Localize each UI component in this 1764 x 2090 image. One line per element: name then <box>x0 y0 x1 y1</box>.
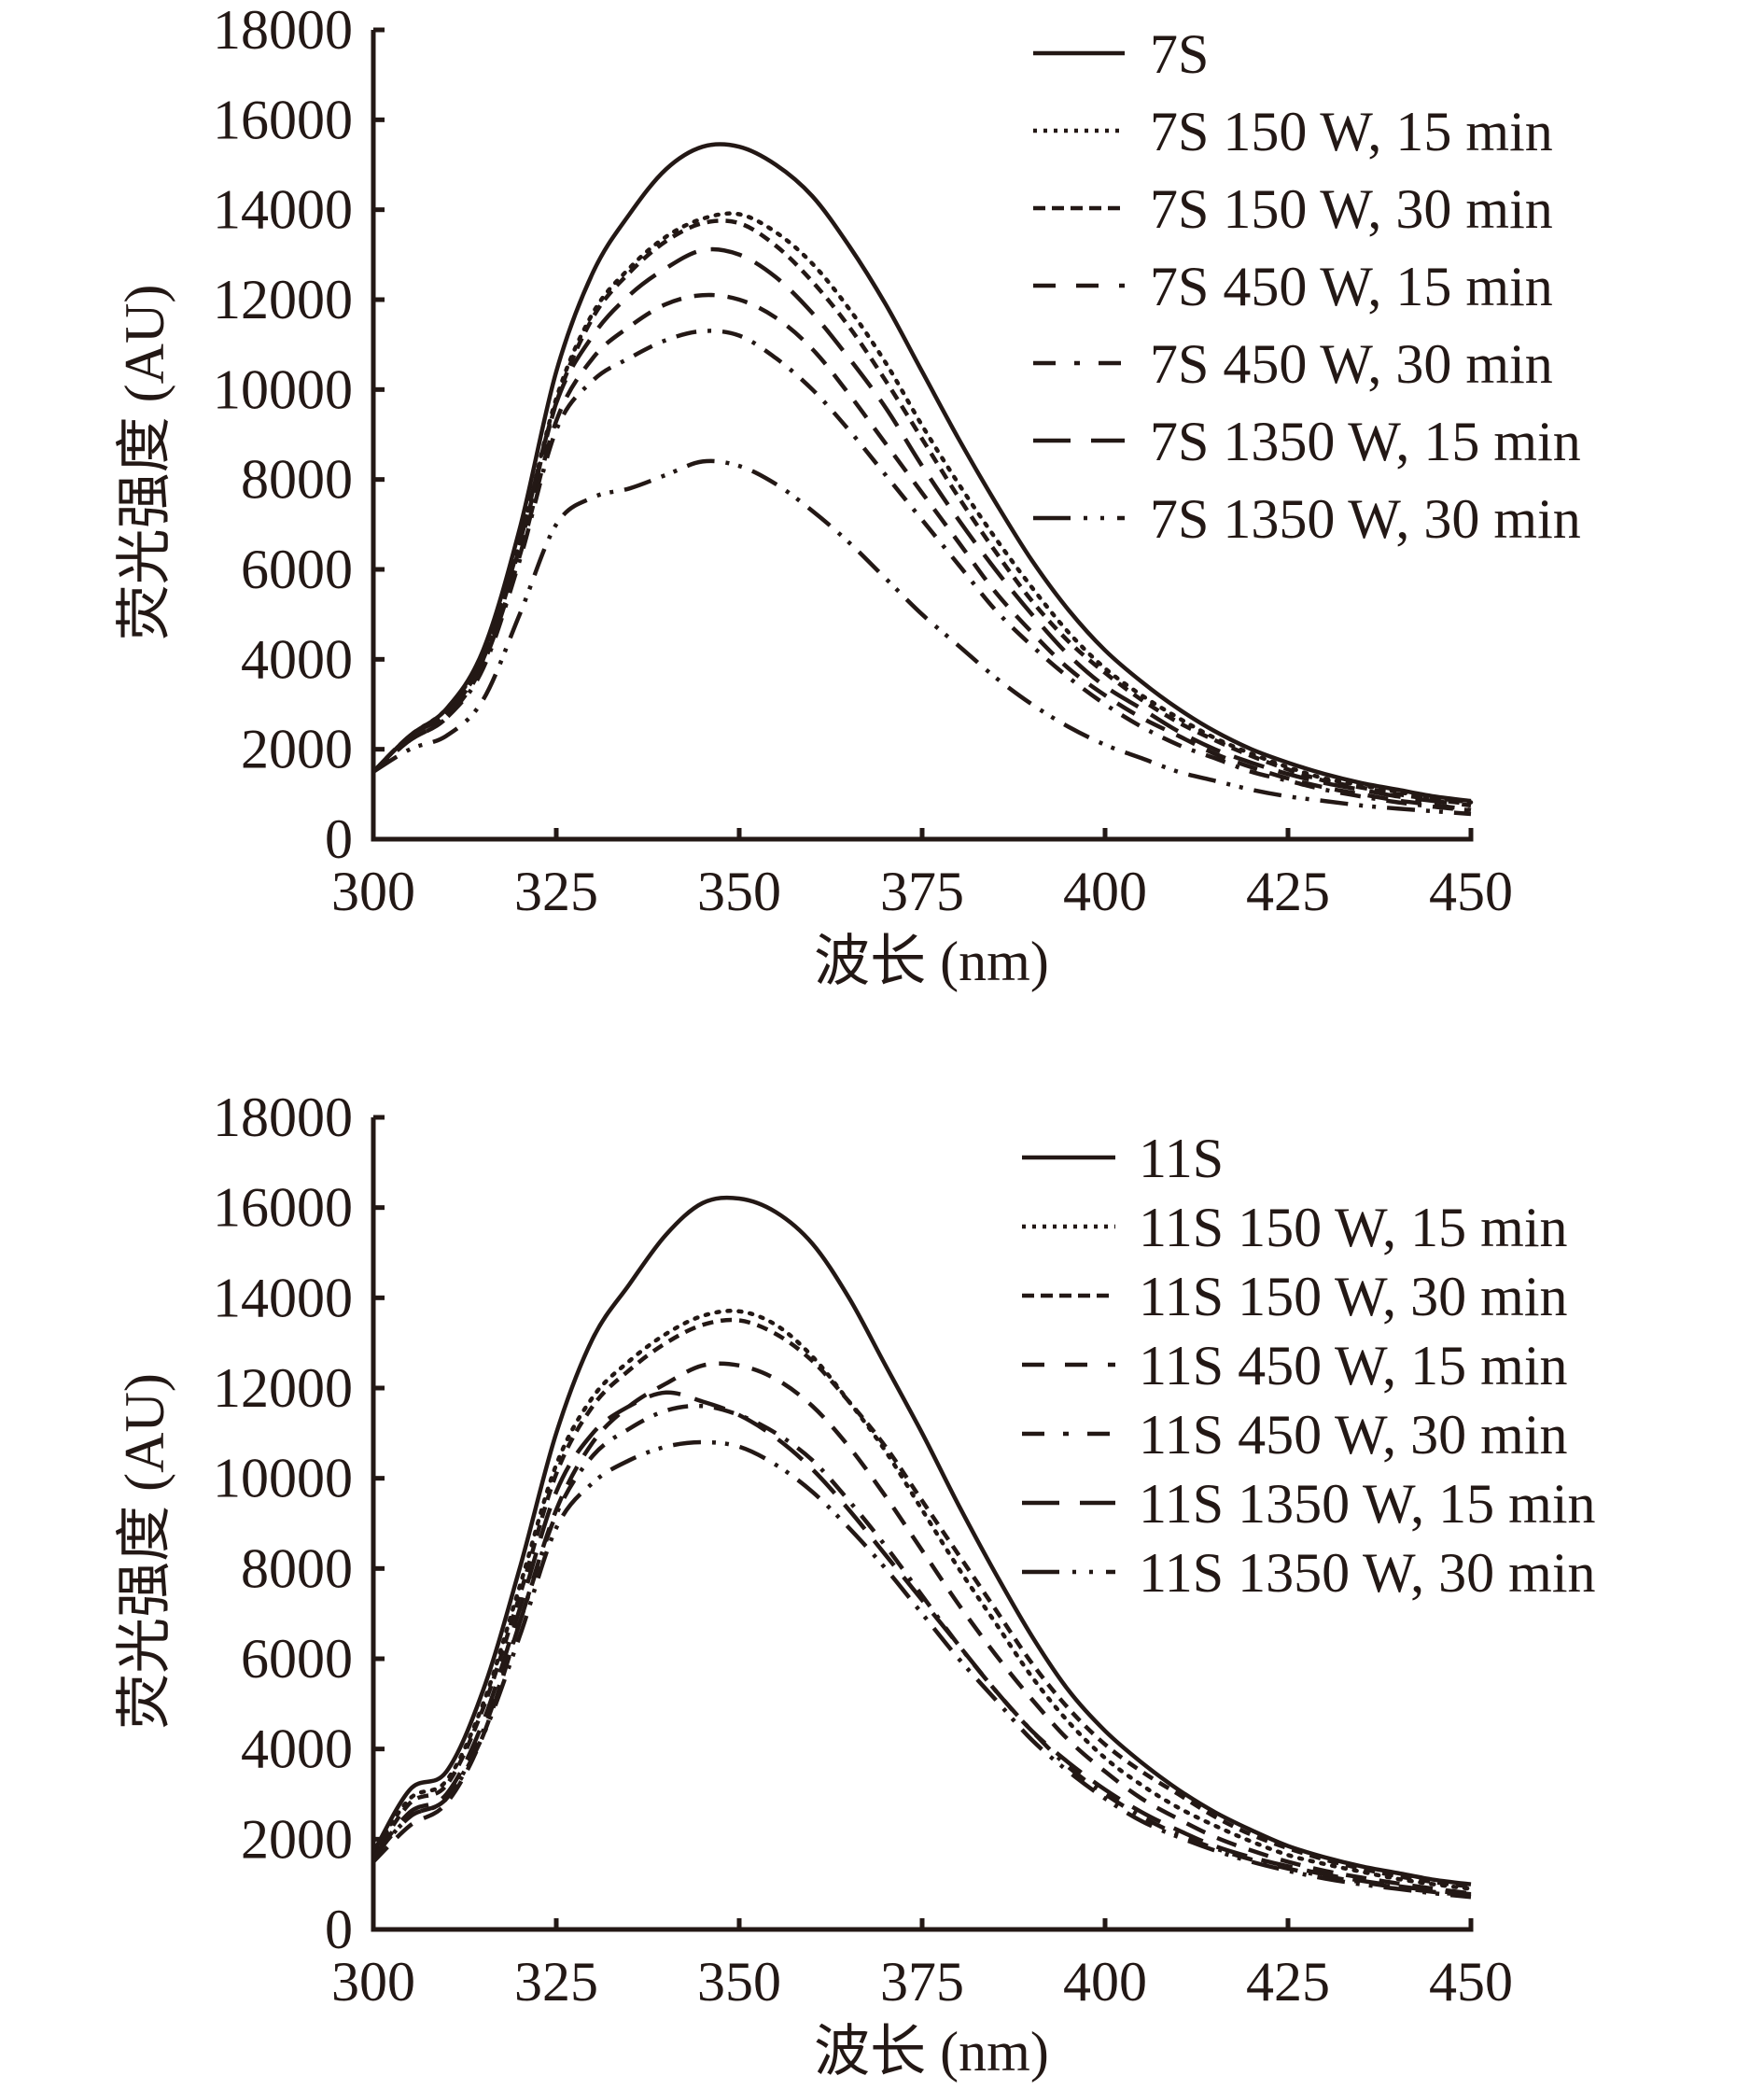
x-tick-label: 375 <box>880 1951 964 2013</box>
y-tick-label: 14000 <box>213 179 353 241</box>
series-line-7s-1350-w-30-min <box>371 458 1472 817</box>
y-tick-label: 14000 <box>213 1267 353 1328</box>
legend-label: 11S 150 W, 15 min <box>1139 1197 1568 1258</box>
series-line-11s-150-w-30-min <box>371 1317 1472 1889</box>
series-line-7s-450-w-30-min <box>371 329 1472 813</box>
x-tick-label: 300 <box>331 861 415 922</box>
legend-item: 11S 450 W, 30 min <box>1022 1404 1568 1466</box>
y-tick-label: 2000 <box>241 1808 353 1870</box>
legend-item: 11S 150 W, 30 min <box>1022 1266 1568 1327</box>
series-line-7s <box>371 142 1472 804</box>
y-tick-label: 12000 <box>213 269 353 330</box>
x-tick-label: 300 <box>331 1951 415 2013</box>
legend-item: 11S <box>1022 1128 1224 1189</box>
legend-label: 7S <box>1150 23 1209 85</box>
x-tick-label: 325 <box>514 861 598 922</box>
series-line-11s-1350-w-30-min <box>371 1439 1472 1900</box>
y-tick-label: 16000 <box>213 1177 353 1239</box>
y-axis-label: 荧光强度 (AU) <box>114 1373 175 1730</box>
legend-label: 11S 1350 W, 15 min <box>1139 1473 1596 1535</box>
y-tick-label: 8000 <box>241 1537 353 1599</box>
x-tick-label: 425 <box>1246 861 1330 922</box>
legend-label: 11S 1350 W, 30 min <box>1139 1542 1596 1604</box>
legend-label: 7S 450 W, 15 min <box>1150 256 1553 317</box>
legend-item: 7S 450 W, 15 min <box>1033 256 1553 317</box>
y-tick-label: 18000 <box>213 1087 353 1148</box>
legend-label: 7S 150 W, 15 min <box>1150 101 1553 162</box>
y-axis-label: 荧光强度 (AU) <box>114 285 175 641</box>
legend-label: 7S 1350 W, 30 min <box>1150 488 1581 550</box>
y-tick-label: 10000 <box>213 358 353 420</box>
legend-item: 7S 150 W, 30 min <box>1033 178 1553 240</box>
legend-item: 11S 450 W, 15 min <box>1022 1335 1568 1396</box>
y-tick-label: 18000 <box>213 0 353 61</box>
x-tick-label: 400 <box>1063 861 1147 922</box>
y-tick-label: 4000 <box>241 628 353 690</box>
series-line-11s-450-w-30-min <box>371 1403 1472 1899</box>
x-tick-label: 400 <box>1063 1951 1147 2013</box>
x-tick-label: 325 <box>514 1951 598 2013</box>
y-tick-label: 10000 <box>213 1448 353 1509</box>
chart-11s: 0 2000 4000 6000 8000 10000 12000 14000 16000 180… <box>114 1087 1596 2083</box>
legend-label: 11S <box>1139 1128 1224 1189</box>
y-tick-label: 0 <box>325 808 353 870</box>
y-tick-label: 0 <box>325 1899 353 1960</box>
legend-label: 11S 150 W, 30 min <box>1139 1266 1568 1327</box>
x-tick-label: 450 <box>1429 861 1513 922</box>
x-tick-label: 450 <box>1429 1951 1513 2013</box>
legend-item: 11S 1350 W, 30 min <box>1022 1542 1596 1604</box>
x-axis-label: 波长 (nm) <box>814 2021 1049 2083</box>
legend-item: 7S 1350 W, 15 min <box>1033 411 1581 472</box>
y-tick-label: 2000 <box>241 719 353 780</box>
chart-7s: 0 2000 4000 6000 8000 10000 12000 14000 16000 180… <box>114 0 1581 992</box>
series-line-7s-1350-w-15-min <box>371 246 1472 808</box>
x-tick-label: 375 <box>880 861 964 922</box>
y-tick-label: 4000 <box>241 1718 353 1780</box>
y-tick-label: 16000 <box>213 89 353 150</box>
legend-label: 7S 450 W, 30 min <box>1150 333 1553 395</box>
legend-label: 7S 150 W, 30 min <box>1150 178 1553 240</box>
x-tick-label: 350 <box>697 1951 781 2013</box>
x-tick-label: 350 <box>697 861 781 922</box>
series-line-11s-1350-w-15-min <box>371 1390 1472 1897</box>
legend-label: 11S 450 W, 15 min <box>1139 1335 1568 1396</box>
series-line-11s-150-w-15-min <box>371 1309 1474 1891</box>
legend-item: 7S <box>1033 23 1209 85</box>
y-tick-label: 8000 <box>241 449 353 511</box>
legend-item: 7S 450 W, 30 min <box>1033 333 1553 395</box>
legend-item: 11S 150 W, 15 min <box>1022 1197 1568 1258</box>
legend-label: 11S 450 W, 30 min <box>1139 1404 1568 1466</box>
legend-label: 7S 1350 W, 15 min <box>1150 411 1581 472</box>
y-tick-label: 12000 <box>213 1357 353 1419</box>
y-tick-label: 6000 <box>241 539 353 600</box>
legend-item: 7S 150 W, 15 min <box>1033 101 1553 162</box>
x-axis-label: 波长 (nm) <box>814 931 1049 992</box>
x-tick-label: 425 <box>1246 1951 1330 2013</box>
y-tick-label: 6000 <box>241 1628 353 1690</box>
legend-item: 7S 1350 W, 30 min <box>1033 488 1581 550</box>
legend-item: 11S 1350 W, 15 min <box>1022 1473 1596 1535</box>
series-line-11s <box>371 1195 1472 1887</box>
